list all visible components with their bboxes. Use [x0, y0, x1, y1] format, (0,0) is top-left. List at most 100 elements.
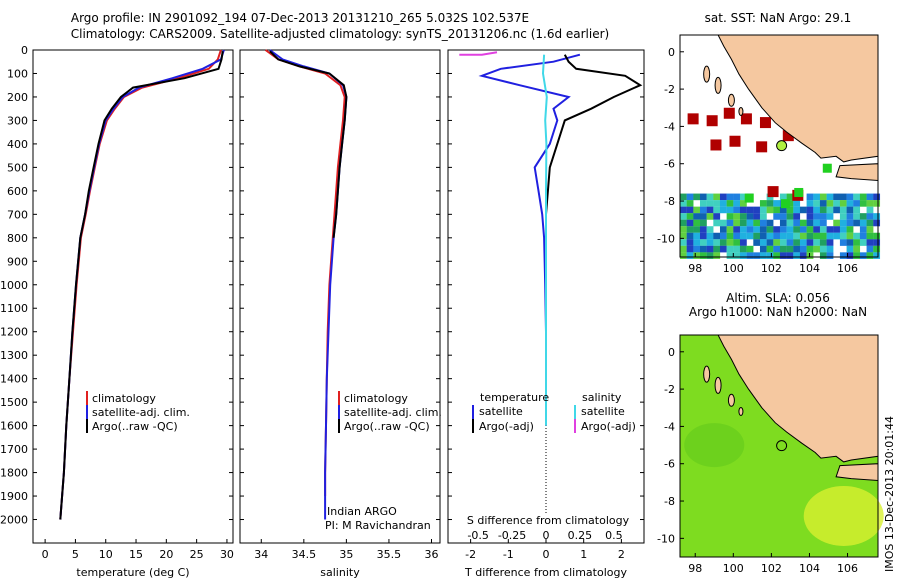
- sst-pixel: [706, 193, 714, 201]
- lat-tick-label: -2: [664, 383, 675, 396]
- island: [738, 406, 744, 416]
- sst-pixel: [739, 200, 747, 207]
- sst-pixel: [726, 213, 734, 220]
- program-note: Indian ARGO: [327, 505, 397, 518]
- sst-pixel: [853, 200, 861, 207]
- sst-pixel: [773, 252, 781, 259]
- sst-pixel: [839, 200, 847, 207]
- sst-pixel: [779, 206, 787, 214]
- island: [738, 106, 744, 116]
- series-line-salinity-argo-adj-: [459, 51, 498, 56]
- sst-pixel: [759, 200, 767, 207]
- sst-pixel: [779, 245, 787, 253]
- figure-title-line2: Climatology: CARS2009. Satellite-adjuste…: [71, 27, 609, 41]
- lat-tick-label: -4: [664, 420, 675, 433]
- sst-pixel: [773, 226, 781, 233]
- sst-pixel: [866, 252, 874, 259]
- sst-pixel: [866, 206, 874, 214]
- legend-sal-satellite: satellite: [581, 405, 625, 418]
- temperature-xlabel: temperature (deg C): [76, 566, 189, 579]
- sst-pixel: [786, 232, 794, 240]
- sst-red-cell: [759, 117, 771, 129]
- sst-pixel: [873, 252, 881, 259]
- sst-pixel: [813, 226, 821, 233]
- sst-pixel: [699, 219, 707, 227]
- sst-pixel: [713, 206, 721, 214]
- sst-pixel: [833, 219, 841, 227]
- legend-temp-satellite: satellite: [479, 405, 523, 418]
- sst-red-cell: [723, 107, 735, 119]
- depth-tick-label: 1700: [0, 443, 28, 456]
- series-line-climatology: [59, 49, 222, 520]
- sst-pixel: [746, 213, 754, 220]
- sst-red-cell: [729, 135, 741, 147]
- sst-pixel: [853, 232, 861, 240]
- sst-pixel: [859, 200, 867, 207]
- sst-pixel: [786, 213, 794, 220]
- sst-pixel: [799, 232, 807, 240]
- depth-tick-label: 1800: [0, 467, 28, 480]
- sst-pixel: [759, 252, 767, 259]
- sst-pixel: [733, 239, 741, 246]
- sst-pixel: [719, 245, 727, 253]
- sst-pixel: [759, 245, 767, 253]
- sst-pixel: [759, 232, 767, 240]
- lon-tick-label: 98: [688, 262, 702, 275]
- sst-pixel: [806, 200, 814, 207]
- sst-pixel: [726, 239, 734, 246]
- sst-pixel: [733, 206, 741, 214]
- land-sumatra: [717, 34, 879, 163]
- sst-pixel: [773, 206, 781, 214]
- depth-tick-label: 1200: [0, 326, 28, 339]
- sst-pixel: [806, 213, 814, 220]
- lat-tick-label: 0: [668, 346, 675, 359]
- sst-pixel: [779, 226, 787, 233]
- island: [714, 76, 722, 94]
- diff-tick-label: -2: [465, 548, 476, 561]
- sla-map-title-line1: Altim. SLA: 0.056: [726, 291, 830, 305]
- temp-tick-label: 25: [190, 548, 204, 561]
- sla-low: [684, 423, 745, 468]
- island: [727, 393, 735, 407]
- depth-tick-label: 200: [7, 91, 28, 104]
- sst-pixel: [746, 219, 754, 227]
- sst-pixel: [726, 193, 734, 201]
- sst-pixel: [859, 226, 867, 233]
- depth-tick-label: 300: [7, 114, 28, 127]
- sst-pixel: [739, 232, 747, 240]
- sst-pixel: [706, 213, 714, 220]
- island: [703, 65, 711, 83]
- sst-pixel: [813, 232, 821, 240]
- sla-high: [803, 485, 884, 546]
- sst-pixel: [826, 200, 834, 207]
- sst-pixel: [866, 239, 874, 246]
- sst-pixel: [839, 239, 847, 246]
- sst-green-cell: [744, 193, 754, 203]
- sst-pixel: [806, 232, 814, 240]
- depth-tick-label: 1000: [0, 279, 28, 292]
- sst-pixel: [793, 219, 801, 227]
- series-line-temperature-argo-adj-: [545, 54, 643, 238]
- difference-series: [459, 51, 643, 426]
- series-line-temperature-satellite: [478, 53, 581, 426]
- sst-pixel: [859, 232, 867, 240]
- sst-pixel: [826, 193, 834, 201]
- sst-pixel: [873, 219, 881, 227]
- pi-note: PI: M Ravichandran: [325, 519, 431, 532]
- sst-red-cell: [706, 115, 718, 127]
- sst-pixel: [806, 219, 814, 227]
- difference-x-axis: -2 -1 0 1 2 -0.5 -0.25 0 0.25 0.5: [465, 380, 625, 561]
- map-frame: [679, 334, 879, 558]
- sst-pixel: [839, 219, 847, 227]
- sst-pixel: [793, 232, 801, 240]
- sst-pixel: [680, 219, 687, 227]
- sst-pixel: [779, 239, 787, 246]
- sst-pixel: [759, 206, 767, 214]
- sst-pixel: [846, 226, 854, 233]
- sst-pixel: [819, 213, 827, 220]
- sst-pixel: [733, 200, 741, 207]
- sst-pixel: [753, 206, 761, 214]
- sst-pixel: [739, 213, 747, 220]
- sst-pixel: [853, 193, 861, 201]
- sst-pixel: [826, 206, 834, 214]
